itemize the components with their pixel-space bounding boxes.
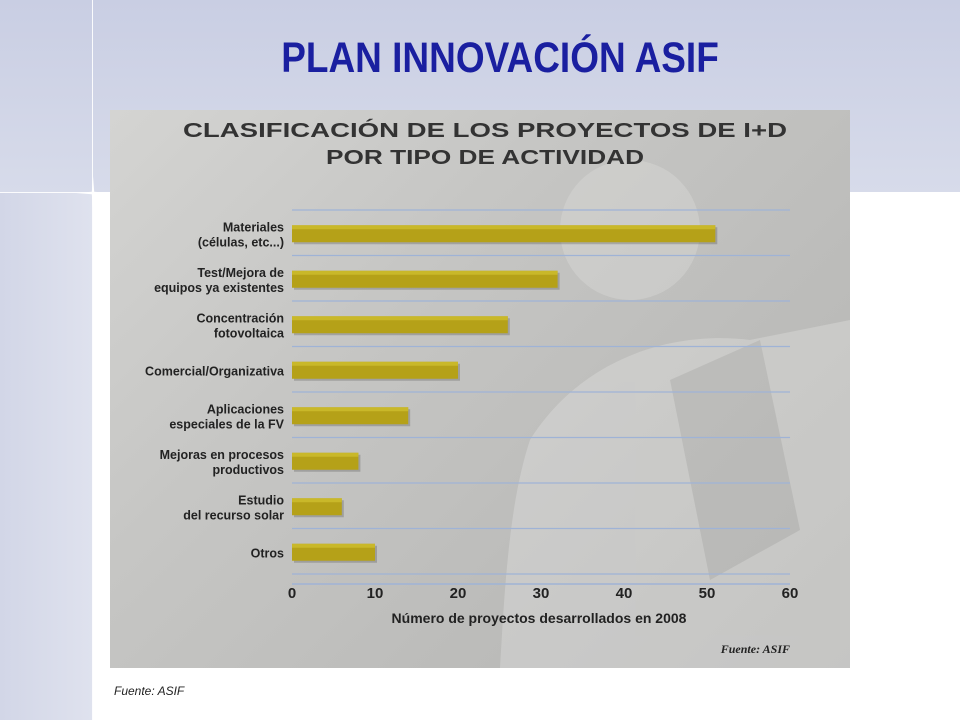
category-label: Materiales (223, 220, 284, 234)
x-tick-label: 0 (288, 585, 296, 602)
bar-highlight (292, 316, 508, 321)
bar (292, 407, 409, 425)
slide-title: PLAN INNOVACIÓN ASIF (281, 34, 719, 82)
x-tick-label: 60 (782, 585, 799, 602)
category-label: Concentración (196, 311, 284, 325)
slide-left-band (0, 192, 93, 720)
x-axis-label: Número de proyectos desarrollados en 200… (392, 610, 687, 626)
decorative-vertical-line (92, 0, 93, 720)
category-labels: Materiales(células, etc...) Test/Mejora d… (145, 220, 285, 560)
bar-highlight (292, 498, 342, 503)
category-label: del recurso solar (183, 508, 284, 522)
bar-highlight (292, 270, 558, 275)
bar-highlight (292, 361, 458, 366)
bar-highlight (292, 543, 375, 548)
x-tick-label: 20 (450, 585, 467, 602)
category-label: productivos (212, 463, 284, 477)
grid-lines (292, 209, 790, 585)
chart-title-line2: POR TIPO DE ACTIVIDAD (326, 147, 644, 169)
x-tick-label: 30 (533, 585, 550, 602)
bar-highlight (292, 225, 716, 230)
category-label: (células, etc...) (198, 235, 284, 249)
category-label: fotovoltaica (214, 326, 285, 340)
category-label: Comercial/Organizativa (145, 364, 285, 378)
x-tick-labels: 0 10 20 30 40 50 60 (288, 585, 799, 602)
bar-highlight (292, 407, 409, 412)
chart-source: Fuente: ASIF (720, 642, 790, 656)
category-label: Estudio (238, 493, 284, 507)
x-tick-label: 10 (367, 585, 384, 602)
bar (292, 225, 716, 243)
chart-panel: CLASIFICACIÓN DE LOS PROYECTOS DE I+D PO… (110, 110, 850, 668)
x-tick-label: 50 (699, 585, 716, 602)
category-label: Otros (251, 546, 284, 560)
category-label: especiales de la FV (169, 417, 284, 431)
category-label: Test/Mejora de (197, 266, 284, 280)
category-label: Mejoras en procesos (160, 448, 284, 462)
bar-chart: CLASIFICACIÓN DE LOS PROYECTOS DE I+D PO… (145, 118, 850, 668)
category-label: equipos ya existentes (154, 281, 284, 295)
category-label: Aplicaciones (207, 402, 284, 416)
background-silhouette (500, 160, 850, 668)
bar (292, 316, 508, 334)
decorative-horizontal-line (0, 192, 110, 193)
bar (292, 361, 458, 379)
source-note: Fuente: ASIF (114, 684, 185, 698)
bars (292, 225, 718, 563)
bar (292, 452, 359, 470)
bar-highlight (292, 452, 359, 457)
x-tick-label: 40 (616, 585, 633, 602)
sparkle-icon (76, 176, 110, 210)
bar (292, 543, 375, 561)
bar (292, 270, 558, 288)
bar (292, 498, 342, 516)
chart-title-line1: CLASIFICACIÓN DE LOS PROYECTOS DE I+D (183, 118, 787, 142)
